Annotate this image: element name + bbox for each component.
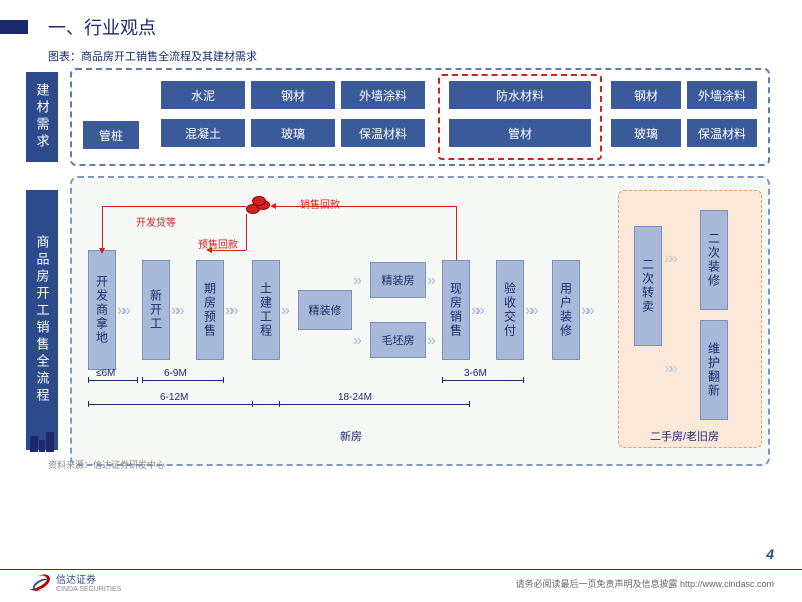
chevron-icon: »» (471, 302, 481, 320)
material-paint2: 外墙涂料 (686, 80, 758, 110)
header-accent-bar (0, 20, 28, 34)
area-new: 新房 (340, 428, 362, 444)
section-label-process: 商品房开工销售全流程 (26, 190, 58, 450)
flow-sales: 销售回款 (300, 196, 340, 211)
duration-2: 6-9M (164, 368, 187, 379)
material-steel: 钢材 (250, 80, 336, 110)
section-label-materials: 建材需求 (26, 72, 58, 162)
chevron-icon: »» (171, 302, 181, 320)
flow-presale: 预售回款 (198, 236, 238, 251)
process-userdeco: 用户装修 (552, 260, 580, 360)
logo-text: 信达证券 CINDA SECURITIES (56, 575, 121, 594)
secondary-redeco: 二次装修 (700, 210, 728, 310)
arrow-line (274, 206, 456, 207)
chevron-icon: » (427, 272, 432, 290)
source-text: 资料来源：信达证券研发中心 (48, 458, 165, 471)
duration-line (252, 404, 470, 405)
arrow-head-icon (99, 248, 105, 254)
process-land: 开发商拿地 (88, 250, 116, 370)
area-old: 二手房/老旧房 (650, 428, 719, 444)
footer-divider (0, 569, 802, 570)
duration-1: ≤6M (96, 368, 115, 379)
process-furnished: 精装房 (370, 262, 426, 298)
materials-highlight-box (438, 74, 602, 160)
chevron-icon: »» (664, 250, 674, 268)
arrow-line (102, 206, 103, 250)
duration-line (88, 380, 138, 381)
process-construction: 土建工程 (252, 260, 280, 360)
page-number: 4 (766, 546, 774, 562)
chevron-icon: »» (664, 360, 674, 378)
process-start: 新开工 (142, 260, 170, 360)
chevron-icon: »» (581, 302, 591, 320)
secondary-resale: 二次转卖 (634, 226, 662, 346)
arrow-line (246, 214, 247, 250)
building-icon (30, 432, 54, 452)
material-steel2: 钢材 (610, 80, 682, 110)
material-glass: 玻璃 (250, 118, 336, 148)
company-logo: 信达证券 CINDA SECURITIES (28, 575, 121, 594)
secondary-maintain: 维护翻新 (700, 320, 728, 420)
chevron-icon: »» (117, 302, 127, 320)
duration-line (142, 380, 224, 381)
company-name: 信达证券 (56, 575, 121, 586)
process-decoration: 精装修 (298, 290, 352, 330)
process-rough: 毛坯房 (370, 322, 426, 358)
material-insulation2: 保温材料 (686, 118, 758, 148)
duration-5: 3-6M (464, 368, 487, 379)
logo-swoosh-icon (28, 576, 52, 594)
material-paint: 外墙涂料 (340, 80, 426, 110)
arrow-head-icon (206, 247, 212, 253)
chevron-icon: » (281, 302, 286, 320)
material-insulation: 保温材料 (340, 118, 426, 148)
page-title: 一、行业观点 (48, 14, 156, 40)
process-sale: 现房销售 (442, 260, 470, 360)
arrow-line (210, 250, 246, 251)
duration-3: 6-12M (160, 392, 188, 403)
chevron-icon: » (353, 272, 358, 290)
arrow-head-icon (270, 203, 276, 209)
material-cement: 水泥 (160, 80, 246, 110)
chevron-icon: » (353, 332, 358, 350)
material-concrete: 混凝土 (160, 118, 246, 148)
duration-4: 18-24M (338, 392, 372, 403)
disclaimer-text: 请务必阅读最后一页免责声明及信息披露 http://www.cindasc.co… (515, 577, 774, 590)
chevron-icon: »» (525, 302, 535, 320)
chevron-icon: » (427, 332, 432, 350)
chevron-icon: »» (225, 302, 235, 320)
arrow-line (456, 206, 457, 260)
chart-title: 图表：商品房开工销售全流程及其建材需求 (48, 48, 257, 64)
duration-line (442, 380, 524, 381)
flow-devloan: 开发贷等 (136, 214, 176, 229)
material-glass2: 玻璃 (610, 118, 682, 148)
process-delivery: 验收交付 (496, 260, 524, 360)
company-name-en: CINDA SECURITIES (56, 586, 121, 594)
material-pile: 管桩 (82, 120, 140, 150)
arrow-line (102, 206, 246, 207)
process-presale: 期房预售 (196, 260, 224, 360)
